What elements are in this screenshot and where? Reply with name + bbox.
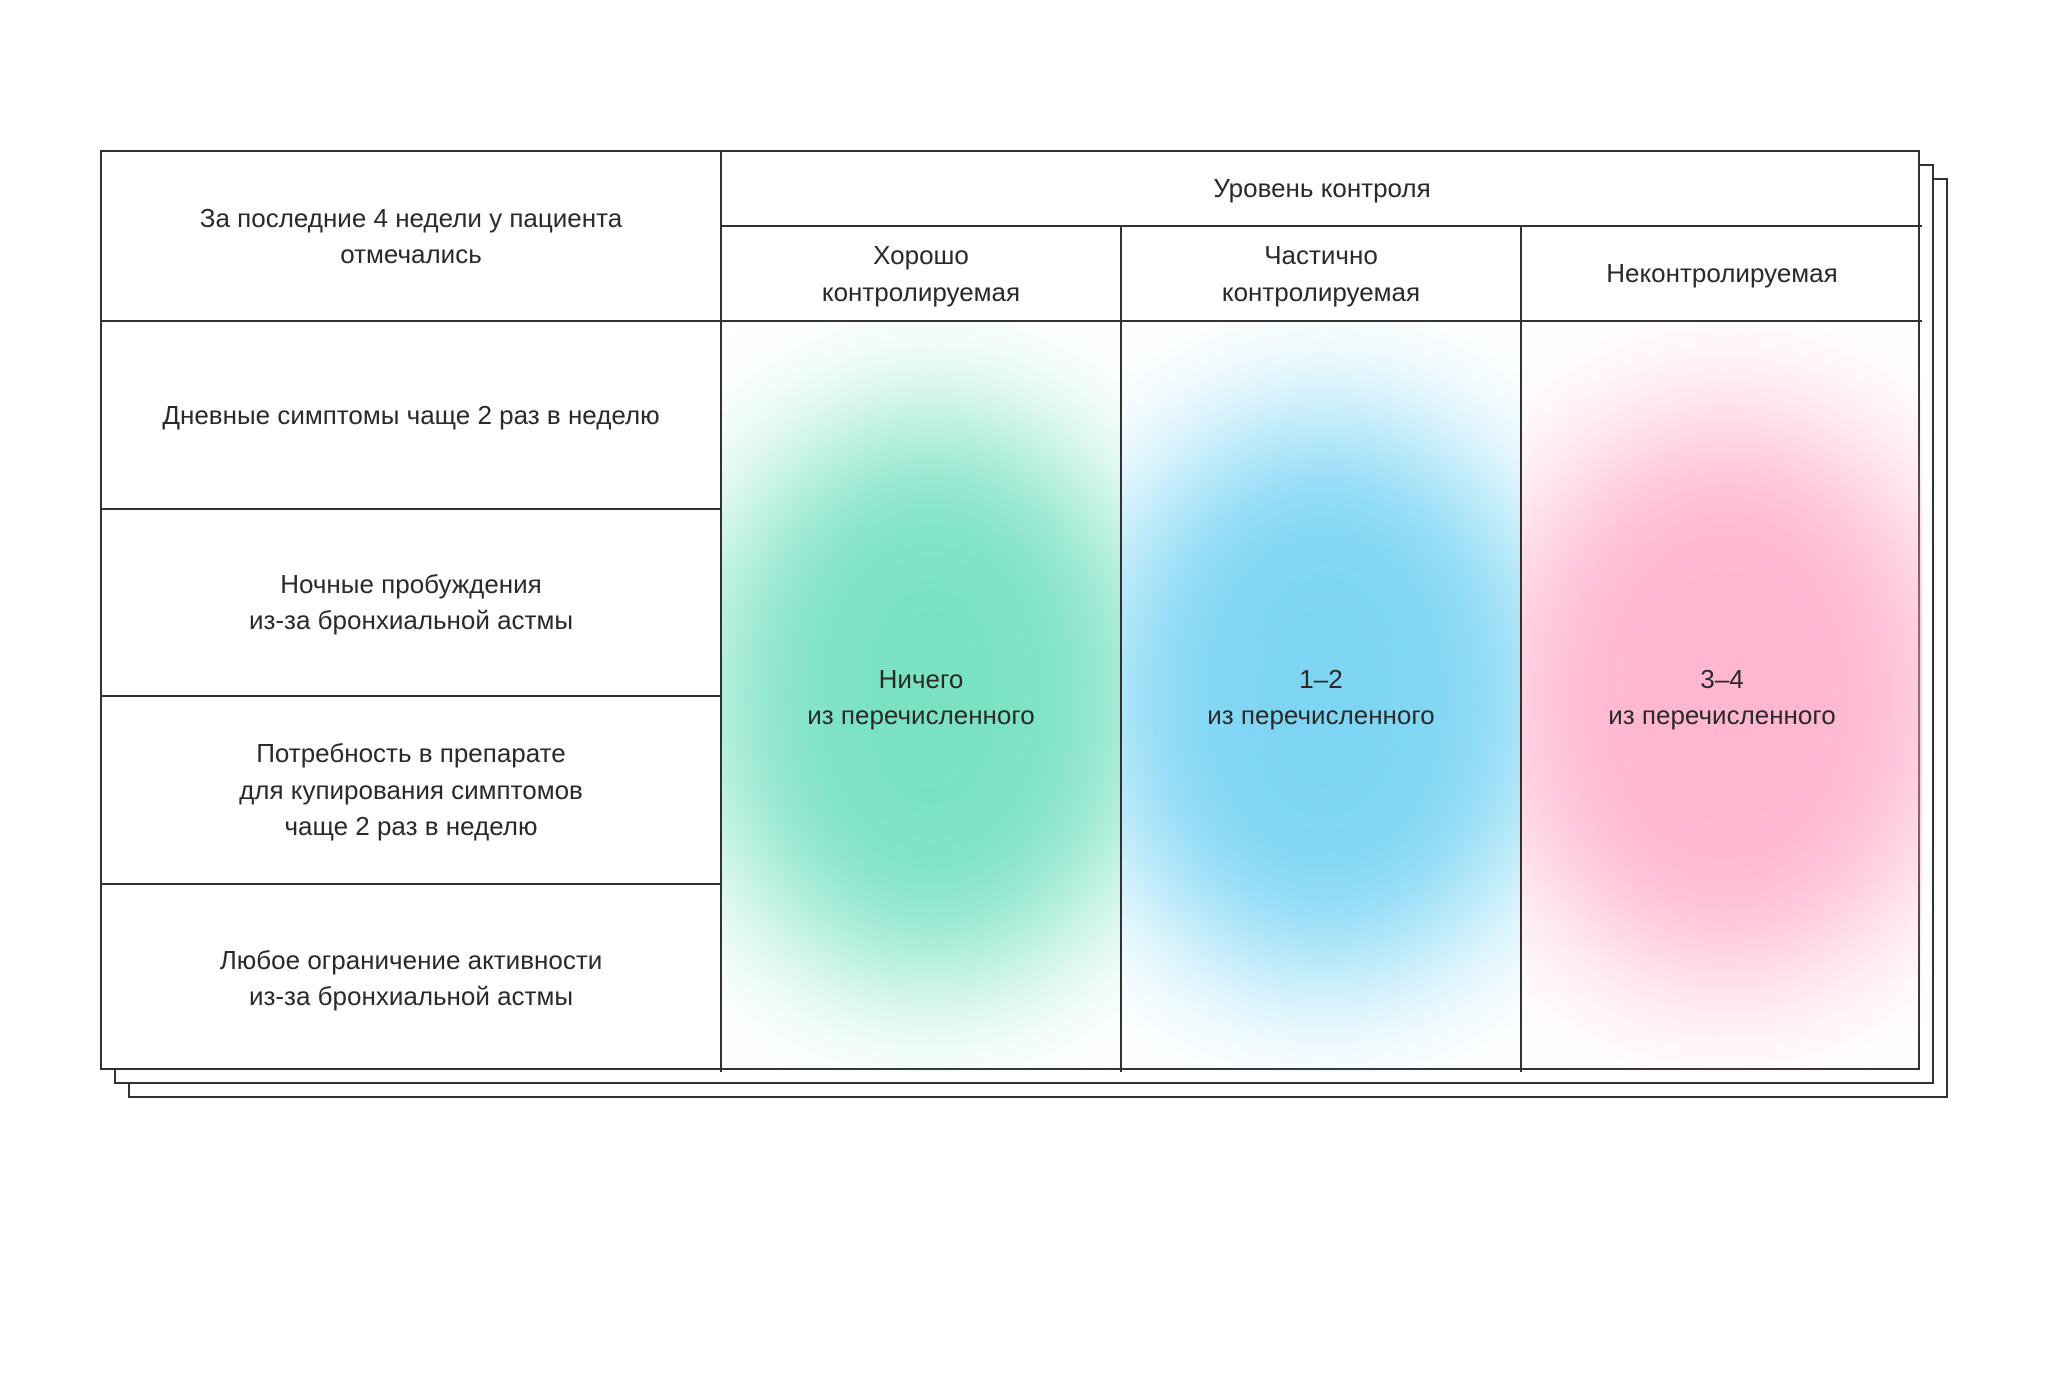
row-header-text: За последние 4 недели у пациента отмечал… — [126, 200, 696, 273]
paper-stack: За последние 4 недели у пациента отмечал… — [100, 150, 1948, 1098]
column-header-partial: Частично контролируемая — [1122, 227, 1522, 322]
control-level-table: За последние 4 недели у пациента отмечал… — [102, 152, 1918, 1068]
column-header-label: Хорошо контролируемая — [822, 237, 1020, 310]
value-cell-well-controlled: Ничего из перечисленного — [722, 322, 1122, 1072]
column-header-label: Частично контролируемая — [1222, 237, 1420, 310]
criteria-text: Дневные симптомы чаще 2 раз в неделю — [162, 397, 659, 433]
criteria-row: Потребность в препарате для купирования … — [102, 697, 722, 885]
value-text: Ничего из перечисленного — [807, 661, 1035, 734]
column-group-header-text: Уровень контроля — [1213, 170, 1430, 206]
criteria-row: Дневные симптомы чаще 2 раз в неделю — [102, 322, 722, 510]
value-cell-uncontrolled: 3–4 из перечисленного — [1522, 322, 1922, 1072]
row-header: За последние 4 недели у пациента отмечал… — [102, 152, 722, 322]
value-text: 3–4 из перечисленного — [1608, 661, 1836, 734]
stack-sheet-front: За последние 4 недели у пациента отмечал… — [100, 150, 1920, 1070]
value-cell-partial: 1–2 из перечисленного — [1122, 322, 1522, 1072]
criteria-text: Любое ограничение активности из-за бронх… — [220, 942, 603, 1015]
column-header-well-controlled: Хорошо контролируемая — [722, 227, 1122, 322]
value-text: 1–2 из перечисленного — [1207, 661, 1435, 734]
criteria-text: Ночные пробуждения из-за бронхиальной ас… — [249, 566, 573, 639]
canvas: За последние 4 недели у пациента отмечал… — [0, 0, 2048, 1384]
criteria-text: Потребность в препарате для купирования … — [239, 735, 583, 844]
criteria-row: Любое ограничение активности из-за бронх… — [102, 885, 722, 1073]
column-header-uncontrolled: Неконтролируемая — [1522, 227, 1922, 322]
column-header-label: Неконтролируемая — [1606, 255, 1837, 291]
column-group-header: Уровень контроля — [722, 152, 1922, 227]
criteria-row: Ночные пробуждения из-за бронхиальной ас… — [102, 510, 722, 698]
